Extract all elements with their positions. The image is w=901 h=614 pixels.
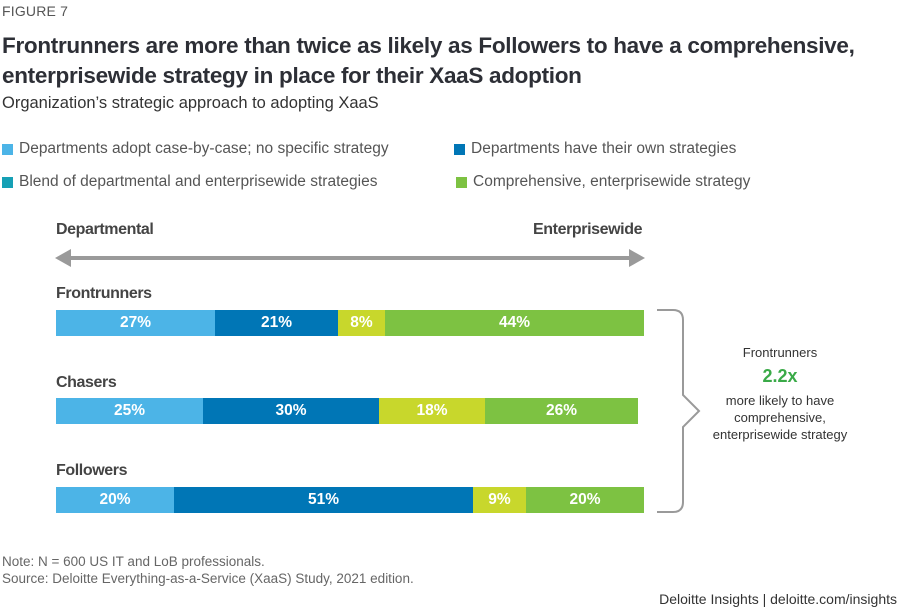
bar-segment-comprehensive: 20%: [526, 487, 644, 513]
bar-segment-case-by-case: 20%: [56, 487, 174, 513]
bar-segment-blend: 9%: [473, 487, 526, 513]
data-label: 27%: [119, 314, 152, 331]
data-label: 26%: [545, 402, 578, 419]
data-label: 20%: [569, 491, 601, 508]
bar-segment-case-by-case: 25%: [56, 398, 203, 424]
brace-icon: [657, 309, 701, 513]
legend-swatch: [456, 176, 467, 188]
data-label: 21%: [260, 314, 293, 331]
figure-label: FIGURE 7: [2, 3, 69, 19]
data-label: 30%: [275, 402, 307, 419]
legend-swatch: [2, 143, 13, 155]
callout-subject: Frontrunners: [742, 345, 818, 360]
bar-row-frontrunners: 27% 21% 8% 44%: [56, 310, 644, 336]
legend-item-blend: Blend of departmental and enterprisewide…: [2, 173, 377, 191]
legend-label: Blend of departmental and enterprisewide…: [19, 173, 378, 190]
source-text: Source: Deloitte Everything-as-a-Service…: [2, 571, 414, 586]
data-label: 18%: [416, 402, 448, 419]
data-label: 44%: [498, 314, 531, 331]
bar-segment-blend: 18%: [379, 398, 485, 424]
legend-label: Comprehensive, enterprisewide strategy: [473, 173, 751, 190]
bar-segment-own-strategies: 51%: [174, 487, 473, 513]
legend-item-comprehensive: Comprehensive, enterprisewide strategy: [456, 173, 750, 191]
legend-item-own-strategies: Departments have their own strategies: [454, 140, 736, 158]
data-label: 9%: [488, 491, 511, 508]
data-label: 25%: [113, 402, 146, 419]
bar-segment-comprehensive: 44%: [385, 310, 644, 336]
data-label: 20%: [99, 491, 131, 508]
legend-swatch: [2, 176, 13, 188]
category-label-frontrunners: Frontrunners: [56, 285, 152, 302]
bar-row-followers: 20% 51% 9% 20%: [56, 487, 644, 513]
double-arrow-icon: [55, 249, 645, 267]
chart-title: Frontrunners are more than twice as like…: [2, 33, 855, 88]
category-label-followers: Followers: [56, 462, 128, 479]
legend-label: Departments have their own strategies: [471, 140, 737, 157]
footnote: Note: N = 600 US IT and LoB professional…: [2, 553, 414, 587]
data-label: 51%: [307, 491, 340, 508]
bar-segment-blend: 8%: [338, 310, 385, 336]
credit-link[interactable]: Deloitte Insights | deloitte.com/insight…: [659, 591, 897, 607]
callout-value: 2.2x: [762, 366, 798, 386]
bar-segment-case-by-case: 27%: [56, 310, 215, 336]
bar-segment-own-strategies: 21%: [215, 310, 338, 336]
legend-swatch: [454, 143, 465, 155]
axis-label-departmental: Departmental: [56, 221, 154, 238]
legend-item-case-by-case: Departments adopt case-by-case; no speci…: [2, 140, 389, 158]
callout: Frontrunners 2.2x more likely to have co…: [700, 345, 860, 443]
note-text: Note: N = 600 US IT and LoB professional…: [2, 554, 265, 569]
axis-label-enterprisewide: Enterprisewide: [533, 221, 643, 238]
bar-segment-comprehensive: 26%: [485, 398, 638, 424]
bar-row-chasers: 25% 30% 18% 26%: [56, 398, 644, 424]
bar-segment-own-strategies: 30%: [203, 398, 379, 424]
data-label: 8%: [350, 314, 373, 331]
legend-label: Departments adopt case-by-case; no speci…: [19, 140, 389, 157]
callout-description: more likely to have comprehensive, enter…: [712, 393, 848, 442]
chart-subtitle: Organization’s strategic approach to ado…: [2, 94, 379, 112]
category-label-chasers: Chasers: [56, 374, 117, 391]
